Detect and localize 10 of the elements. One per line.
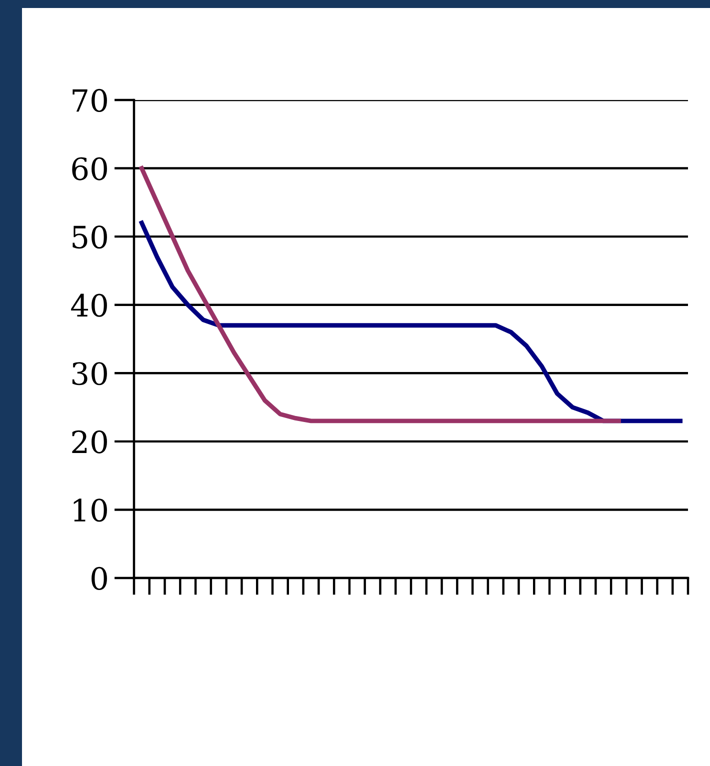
y-tick-label: 40 xyxy=(71,294,107,317)
line-series xyxy=(139,166,621,424)
y-tick-label: 20 xyxy=(72,430,107,454)
y-tick-label: 50 xyxy=(72,226,107,249)
y-tick-label: 30 xyxy=(72,362,107,386)
y-tick-label: 70 xyxy=(72,88,107,112)
y-tick-label: 0 xyxy=(92,566,107,590)
y-tick-label: 60 xyxy=(72,157,107,180)
line-series xyxy=(139,220,683,424)
y-tick-label: 10 xyxy=(74,498,107,522)
